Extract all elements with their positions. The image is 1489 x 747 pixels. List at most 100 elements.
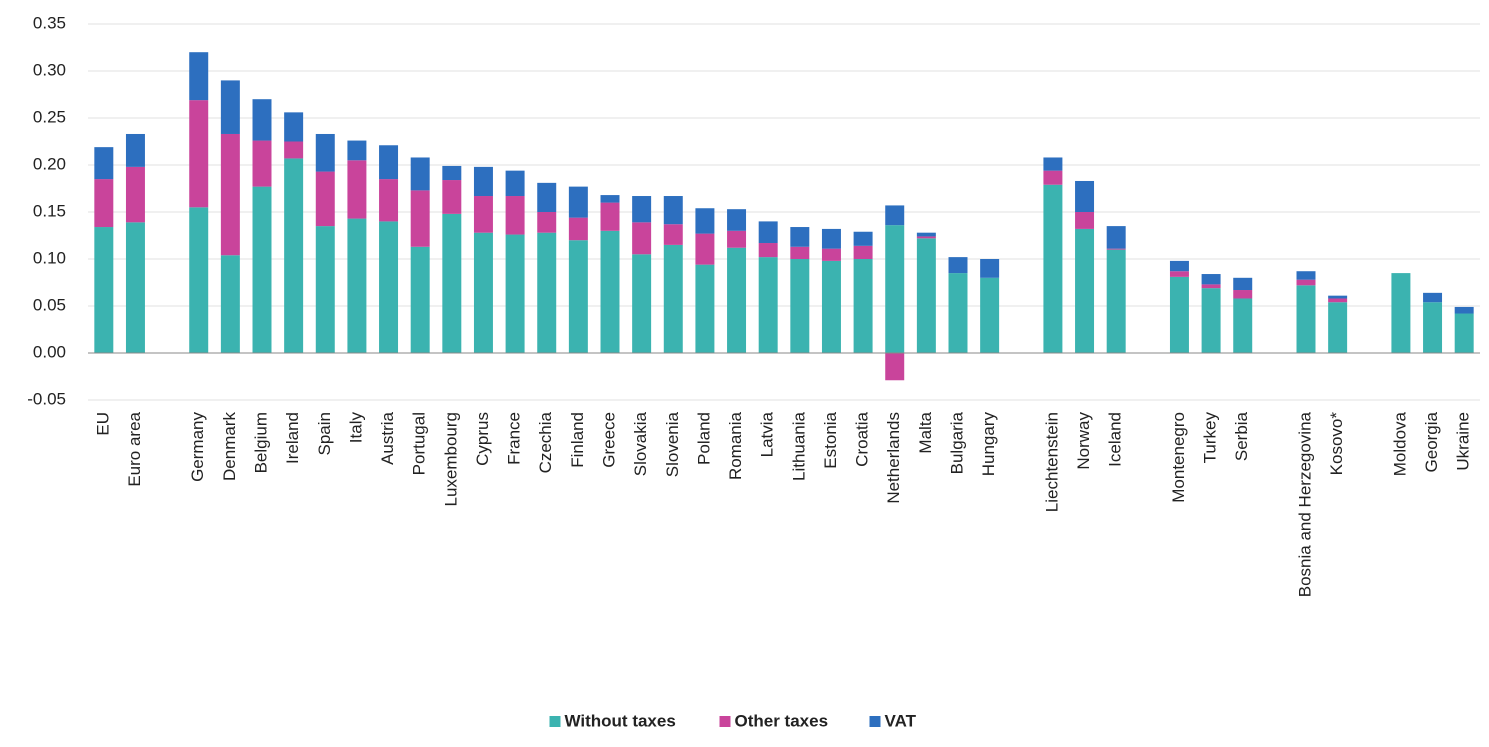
bar-segment <box>727 247 747 353</box>
bar-segment <box>1075 228 1095 353</box>
bar-segment <box>695 233 715 265</box>
bar-segment <box>853 259 873 353</box>
bar-segment <box>442 165 462 181</box>
bar-segment <box>1043 170 1063 185</box>
x-tick-label: Romania <box>726 411 745 480</box>
legend-swatch <box>719 716 731 727</box>
bar-segment <box>473 232 493 353</box>
bar-segment <box>885 225 905 353</box>
bar-segment <box>821 228 841 249</box>
bar-segment <box>821 260 841 353</box>
bar-segment <box>473 166 493 197</box>
bar-segment <box>821 248 841 261</box>
bar-segment <box>189 52 209 101</box>
x-tick-label: Euro area <box>125 411 144 486</box>
x-tick-label: Netherlands <box>884 412 903 504</box>
y-tick-label: -0.05 <box>27 389 66 408</box>
bar-segment <box>790 227 810 247</box>
y-tick-label: 0.15 <box>33 201 66 220</box>
x-tick-label: Bosnia and Herzegovina <box>1295 411 1314 597</box>
bar-segment <box>537 182 557 212</box>
x-tick-label: Estonia <box>821 411 840 468</box>
bar-segment <box>379 221 399 353</box>
legend-swatch <box>549 716 561 727</box>
bar-segment <box>473 196 493 233</box>
bar-segment <box>1201 274 1221 285</box>
bar-segment <box>600 230 620 353</box>
bar-segment <box>1169 260 1189 272</box>
bar-segment <box>568 186 588 218</box>
bar-segment <box>537 212 557 233</box>
legend-label: VAT <box>885 711 917 730</box>
x-tick-label: Italy <box>346 412 365 444</box>
bar-segment <box>695 208 715 234</box>
x-tick-label: Slovakia <box>631 411 650 476</box>
bar-segment <box>410 246 430 353</box>
bar-segment <box>980 277 1000 353</box>
legend-swatch <box>869 716 881 727</box>
bar-segment <box>758 257 778 353</box>
bar-segment <box>284 141 304 159</box>
bar-segment <box>410 157 430 191</box>
x-tick-label: Hungary <box>979 412 998 477</box>
bar-segment <box>1169 271 1189 277</box>
bar-segment <box>347 160 367 219</box>
x-tick-label: Norway <box>1074 412 1093 470</box>
bar-segment <box>1075 180 1095 212</box>
bar-segment <box>853 231 873 246</box>
bar-segment <box>94 179 114 228</box>
bar-segment <box>790 259 810 353</box>
bar-segment <box>379 179 399 222</box>
bar-segment <box>1201 284 1221 289</box>
bar-segment <box>442 213 462 353</box>
x-tick-label: Spain <box>315 412 334 455</box>
bar-segment <box>315 226 335 353</box>
bar-segment <box>537 232 557 353</box>
bar-segment <box>632 254 652 353</box>
bar-segment <box>758 243 778 258</box>
bar-segment <box>948 273 968 353</box>
bar-segment <box>1233 290 1253 299</box>
x-tick-label: Iceland <box>1106 412 1125 467</box>
bar-segment <box>885 353 905 381</box>
x-tick-label: Montenegro <box>1169 412 1188 503</box>
x-tick-label: Denmark <box>220 412 239 481</box>
x-tick-label: Serbia <box>1232 411 1251 461</box>
bar-segment <box>125 166 145 223</box>
bar-segment <box>632 222 652 255</box>
bar-segment <box>252 99 272 141</box>
bar-segment <box>727 209 747 231</box>
x-tick-label: Finland <box>568 412 587 468</box>
bar-segment <box>663 224 683 245</box>
bar-segment <box>284 112 304 142</box>
legend-label: Other taxes <box>735 711 829 730</box>
y-tick-label: 0.05 <box>33 295 66 314</box>
bar-segment <box>220 80 240 134</box>
x-tick-label: Slovenia <box>663 411 682 477</box>
bar-segment <box>125 133 145 167</box>
x-tick-label: Kosovo* <box>1327 412 1346 476</box>
bar-segment <box>853 245 873 259</box>
bar-segment <box>252 186 272 353</box>
bar-segment <box>600 202 620 231</box>
bar-segment <box>505 234 525 353</box>
x-tick-label: Austria <box>378 411 397 464</box>
bar-segment <box>410 190 430 247</box>
x-tick-label: Latvia <box>758 411 777 457</box>
bar-segment <box>379 145 399 180</box>
bar-segment <box>916 238 936 353</box>
x-tick-label: Croatia <box>853 411 872 466</box>
bar-segment <box>1106 226 1126 249</box>
bar-segment <box>758 221 778 244</box>
bar-segment <box>1075 212 1095 229</box>
y-tick-label: 0.20 <box>33 154 66 173</box>
bar-segment <box>1391 273 1411 353</box>
bar-segment <box>695 264 715 353</box>
x-tick-label: Portugal <box>410 412 429 475</box>
bar-segment <box>600 195 620 203</box>
bar-segment <box>284 158 304 353</box>
bar-segment <box>632 196 652 223</box>
bar-segment <box>1233 298 1253 353</box>
bar-segment <box>347 218 367 353</box>
x-tick-label: Poland <box>694 412 713 465</box>
